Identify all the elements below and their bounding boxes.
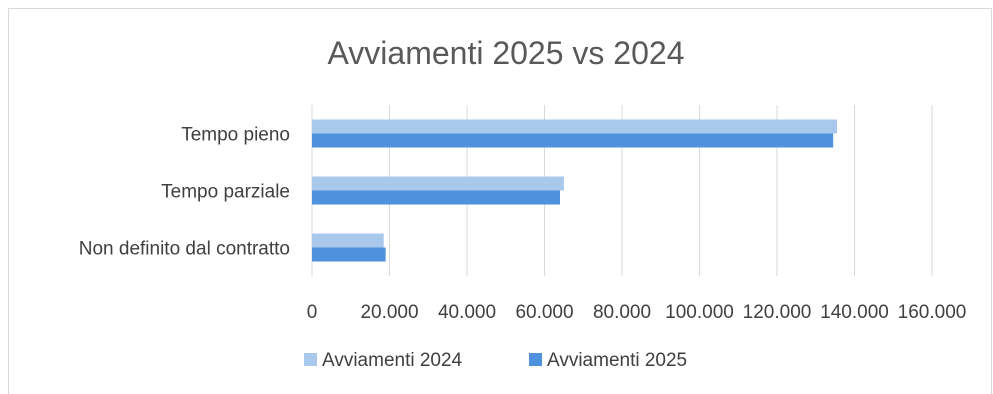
x-tick-labels: 0 20.000 40.000 60.000 80.000 100.000 120.000 1…	[307, 302, 967, 323]
legend-swatch-1	[529, 353, 542, 366]
bar-avviamenti-2025-1	[312, 190, 560, 205]
legend-swatch-0	[304, 353, 317, 366]
legend-label-1: Avviamenti 2025	[547, 350, 687, 371]
category-label-1: Tempo parziale	[161, 182, 290, 203]
x-tick-label-0: 0	[307, 302, 318, 323]
x-tick-label-8: 160.000	[898, 302, 967, 323]
category-label-0: Non definito dal contratto	[79, 239, 290, 260]
legend: Avviamenti 2024 Avviamenti 2025	[304, 350, 687, 371]
x-tick-label-2: 40.000	[438, 302, 496, 323]
bar-avviamenti-2024-2	[312, 119, 838, 134]
x-tick-label-5: 100.000	[665, 302, 734, 323]
chart-frame	[8, 8, 992, 394]
x-tick-label-1: 20.000	[360, 302, 418, 323]
bar-avviamenti-2025-0	[312, 247, 386, 262]
x-tick-label-6: 120.000	[743, 302, 812, 323]
x-tick-label-7: 140.000	[820, 302, 889, 323]
bar-avviamenti-2025-2	[312, 133, 834, 148]
category-label-2: Tempo pieno	[181, 125, 290, 146]
bar-avviamenti-2024-1	[312, 176, 564, 191]
category-labels: Non definito dal contratto Tempo parziale…	[79, 125, 290, 260]
bars	[312, 119, 838, 262]
bar-avviamenti-2024-0	[312, 233, 384, 248]
chart-title: Avviamenti 2025 vs 2024	[328, 35, 685, 71]
legend-label-0: Avviamenti 2024	[322, 350, 463, 371]
x-tick-label-4: 80.000	[593, 302, 651, 323]
x-tick-label-3: 60.000	[515, 302, 573, 323]
